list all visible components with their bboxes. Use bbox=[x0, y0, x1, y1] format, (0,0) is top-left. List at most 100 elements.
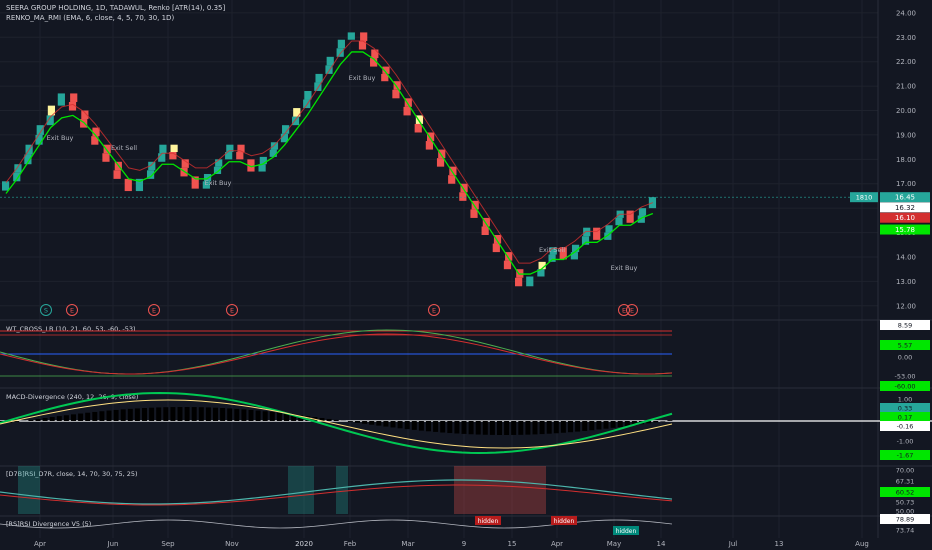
symbol-title: SEERA GROUP HOLDING, 1D, TADAWUL, Renko … bbox=[6, 4, 226, 12]
renko-up-brick bbox=[148, 161, 156, 171]
signal-marker-label: E bbox=[70, 307, 74, 315]
macd-histogram-bar bbox=[404, 421, 410, 430]
macd-histogram-bar bbox=[596, 421, 602, 430]
macd-histogram-bar bbox=[255, 410, 261, 421]
time-tick: Sep bbox=[161, 540, 175, 548]
renko-down-brick bbox=[247, 159, 255, 172]
renko-up-brick bbox=[213, 166, 222, 174]
renko-up-brick bbox=[304, 90, 312, 100]
pane-title: MACD-Divergence (240, 12, 26, 9, close) bbox=[6, 393, 138, 401]
rsi-oversold-zone bbox=[454, 466, 546, 514]
rsi-signal-line bbox=[0, 484, 673, 506]
signal-marker-ring bbox=[66, 304, 78, 316]
renko-down-brick bbox=[358, 40, 367, 50]
time-tick: Apr bbox=[34, 540, 46, 548]
pane-tick: 73.74 bbox=[896, 527, 915, 535]
renko-up-brick bbox=[583, 227, 591, 237]
macd-histogram-bar bbox=[525, 421, 531, 435]
signal-marker-label: E bbox=[152, 307, 156, 315]
macd-histogram-bar bbox=[205, 407, 211, 421]
macd-histogram-bar bbox=[411, 421, 417, 430]
macd-histogram-bar bbox=[497, 421, 502, 435]
macd-histogram-bar bbox=[99, 411, 105, 421]
renko-up-brick bbox=[226, 144, 234, 153]
macd-histogram-bar bbox=[28, 419, 34, 421]
countdown-box bbox=[850, 192, 878, 203]
price-tick: 14.00 bbox=[896, 253, 916, 261]
renko-down-brick bbox=[92, 127, 100, 137]
pane-tick: 78.89 bbox=[896, 516, 915, 524]
macd-histogram-bar bbox=[35, 418, 41, 421]
rsi-line bbox=[0, 479, 673, 505]
macd-histogram-bar bbox=[362, 421, 368, 424]
renko-up-brick bbox=[47, 105, 56, 116]
pane-tick: 0.17 bbox=[898, 414, 912, 422]
renko-down-brick bbox=[170, 144, 178, 153]
time-tick: Jun bbox=[107, 540, 119, 548]
macd-histogram-bar bbox=[347, 421, 353, 422]
renko-up-brick bbox=[605, 225, 613, 233]
pane-tick: -1.67 bbox=[897, 452, 914, 460]
macd-histogram-bar bbox=[198, 407, 204, 421]
renko-up-brick bbox=[303, 99, 311, 109]
pane-tick: -0.16 bbox=[897, 423, 914, 431]
price-label-box bbox=[880, 224, 930, 235]
signal-marker-ring bbox=[148, 304, 160, 316]
macd-histogram-bar bbox=[291, 414, 297, 421]
signal-marker-ring bbox=[618, 304, 630, 316]
macd-histogram-bar bbox=[397, 421, 403, 429]
renko-up-brick bbox=[571, 244, 580, 253]
macd-histogram-bar bbox=[319, 417, 325, 421]
macd-histogram-bar bbox=[170, 407, 176, 421]
pane-tick-box bbox=[880, 487, 930, 497]
renko-down-brick bbox=[492, 243, 500, 253]
renko-down-brick bbox=[103, 144, 111, 154]
signal-marker-label: E bbox=[630, 307, 634, 315]
renko-up-brick bbox=[35, 134, 43, 145]
price-label-box bbox=[880, 212, 930, 223]
renko-down-brick bbox=[593, 227, 601, 240]
renko-up-brick bbox=[549, 247, 557, 255]
macd-histogram-bar bbox=[142, 408, 147, 421]
time-tick: Feb bbox=[344, 540, 357, 548]
time-tick: Jul bbox=[728, 540, 738, 548]
time-tick: May bbox=[607, 540, 621, 548]
renko-up-brick bbox=[325, 65, 333, 74]
price-tick: 12.00 bbox=[896, 302, 916, 310]
pane-tick: 67.31 bbox=[896, 478, 915, 486]
renko-up-brick bbox=[159, 144, 167, 154]
renko-up-brick bbox=[158, 153, 166, 162]
time-tick: 15 bbox=[508, 540, 517, 548]
signal-marker-label: E bbox=[622, 307, 626, 315]
renko-down-brick bbox=[438, 149, 446, 159]
renko-down-brick bbox=[404, 98, 412, 107]
pane-tick-box bbox=[880, 412, 930, 422]
time-tick: Aug bbox=[855, 540, 869, 548]
exit-annotation: Exit Buy bbox=[47, 134, 74, 142]
renko-up-brick bbox=[202, 181, 210, 189]
macd-histogram-bar bbox=[610, 421, 616, 428]
macd-histogram-bar bbox=[191, 407, 197, 421]
renko-up-brick bbox=[326, 56, 334, 66]
pane-title: [RS]RSI Divergence V5 (5) bbox=[6, 520, 91, 528]
macd-histogram-bar bbox=[447, 421, 453, 434]
macd-histogram-bar bbox=[603, 421, 609, 429]
renko-down-brick bbox=[449, 166, 457, 176]
time-tick: 2020 bbox=[295, 540, 313, 548]
signal-line bbox=[0, 399, 673, 449]
renko-up-brick bbox=[282, 125, 290, 134]
signal-marker-ring bbox=[428, 304, 440, 316]
renko-down-brick bbox=[68, 101, 77, 111]
renko-down-brick bbox=[236, 152, 244, 160]
pane-tick: 0.33 bbox=[898, 405, 912, 413]
macd-histogram-bar bbox=[241, 409, 247, 421]
renko-down-brick bbox=[124, 178, 132, 192]
macd-histogram-bar bbox=[383, 421, 389, 427]
exit-annotation: Exit Buy bbox=[205, 179, 232, 187]
renko-up-brick bbox=[258, 164, 266, 172]
pane-tick-box bbox=[880, 421, 930, 431]
renko-down-brick bbox=[505, 252, 513, 261]
hidden-divergence-label: hidden bbox=[478, 518, 499, 525]
macd-histogram-bar bbox=[418, 421, 424, 431]
